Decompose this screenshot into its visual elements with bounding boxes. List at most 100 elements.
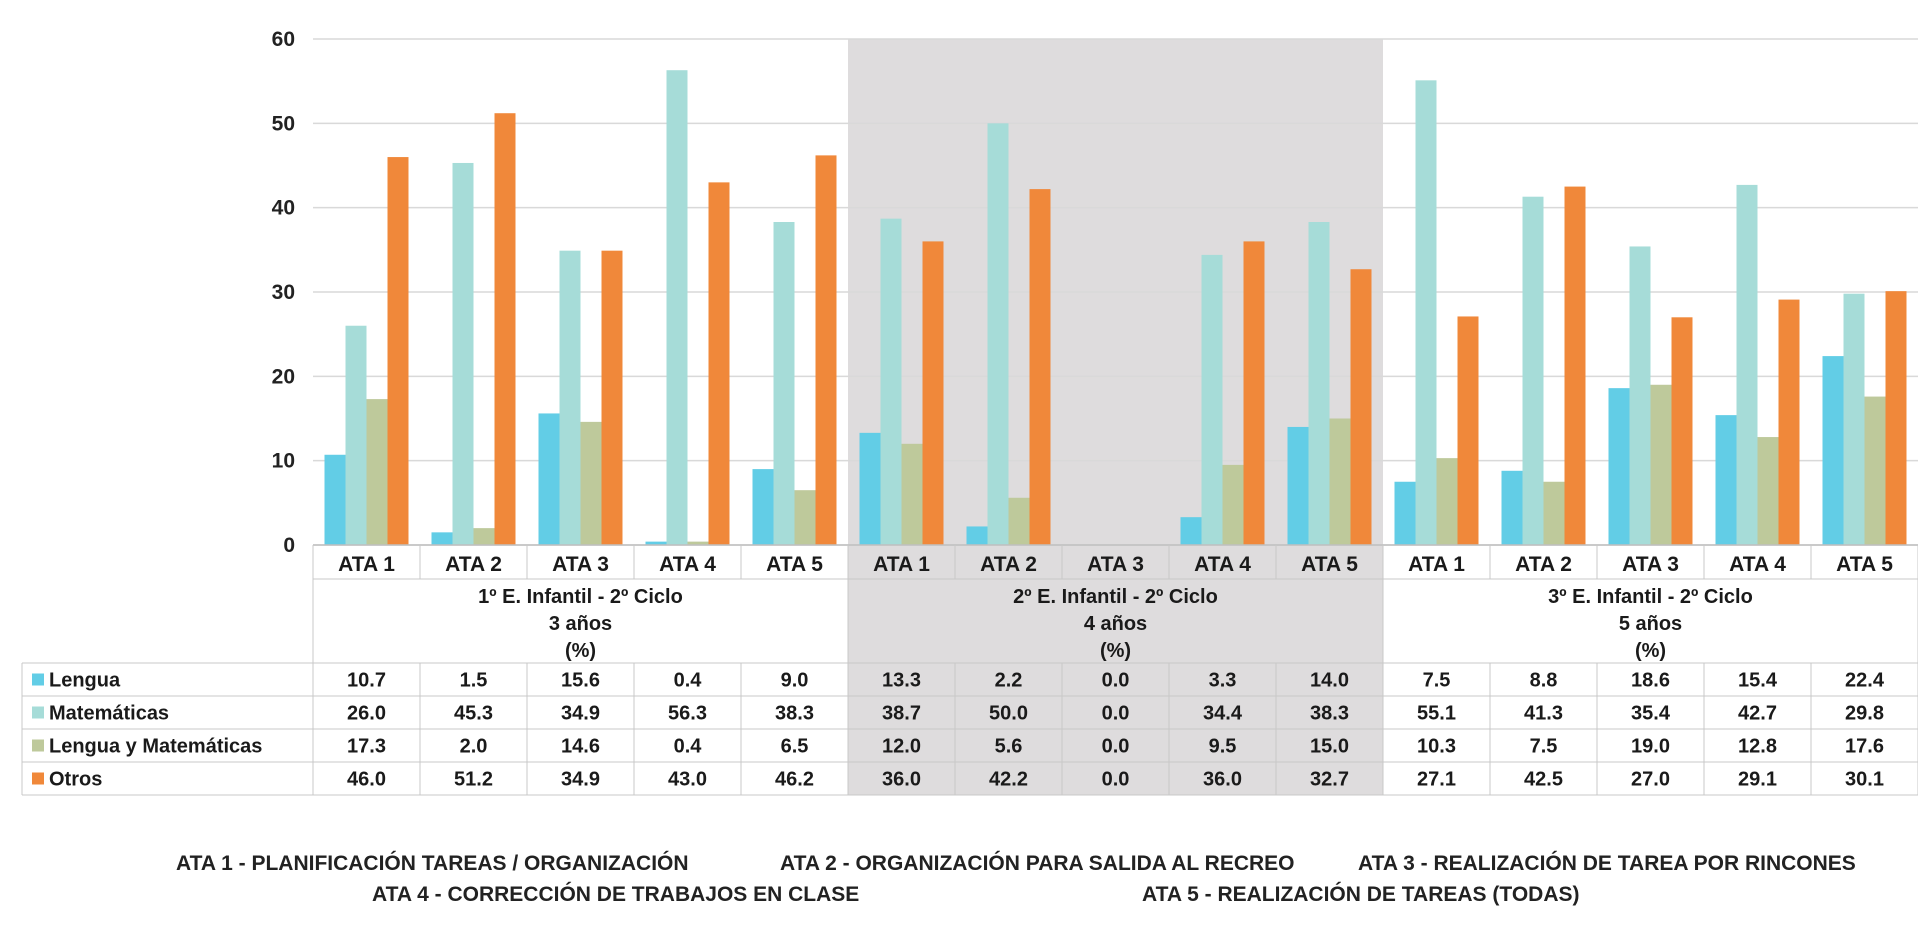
bar-3-13: [1650, 384, 1672, 545]
bar-1-13: [1608, 388, 1630, 545]
bar-3-2: [473, 528, 495, 545]
bar-2-3: [559, 250, 581, 545]
bar-3-6: [901, 443, 923, 545]
cell-2-8: 0.0: [1102, 703, 1130, 725]
legend-key-2: [32, 706, 44, 719]
category-label-11: ATA 1: [1408, 553, 1465, 576]
bar-4-12: [1564, 186, 1586, 546]
bar-3-11: [1436, 458, 1458, 545]
cell-3-8: 0.0: [1102, 736, 1130, 758]
cell-4-14: 29.1: [1738, 769, 1777, 791]
bar-2-13: [1629, 246, 1651, 545]
group-label-2-line-3: (%): [1100, 640, 1131, 662]
cell-3-10: 15.0: [1310, 736, 1349, 758]
cell-4-13: 27.0: [1631, 769, 1670, 791]
group-label-2-line-2: 4 años: [1084, 613, 1147, 635]
bar-4-13: [1671, 317, 1693, 545]
bar-3-1: [366, 399, 388, 545]
category-label-8: ATA 3: [1087, 553, 1144, 576]
bar-2-7: [987, 123, 1009, 545]
legend-key-1: [32, 673, 44, 686]
cell-4-4: 43.0: [668, 769, 707, 791]
cell-2-11: 55.1: [1417, 703, 1456, 725]
cell-4-7: 42.2: [989, 769, 1028, 791]
y-tick-label-20: 20: [272, 365, 295, 388]
cell-3-14: 12.8: [1738, 736, 1777, 758]
cell-2-10: 38.3: [1310, 703, 1349, 725]
cell-2-4: 56.3: [668, 703, 707, 725]
bar-1-6: [859, 432, 881, 545]
bar-2-11: [1415, 80, 1437, 545]
category-label-10: ATA 5: [1301, 553, 1358, 576]
series-label-4: Otros: [49, 769, 102, 791]
bar-4-3: [601, 250, 623, 545]
category-label-7: ATA 2: [980, 553, 1037, 576]
bar-1-2: [431, 532, 453, 545]
group-label-3-line-3: (%): [1635, 640, 1666, 662]
cell-4-8: 0.0: [1102, 769, 1130, 791]
cell-1-6: 13.3: [882, 670, 921, 692]
cell-1-12: 8.8: [1530, 670, 1558, 692]
cell-3-6: 12.0: [882, 736, 921, 758]
bar-4-10: [1350, 269, 1372, 545]
bar-2-2: [452, 162, 474, 545]
cell-3-7: 5.6: [995, 736, 1023, 758]
cell-1-14: 15.4: [1738, 670, 1778, 692]
bar-1-4: [645, 541, 667, 545]
cell-4-1: 46.0: [347, 769, 386, 791]
y-tick-label-0: 0: [283, 534, 295, 557]
cell-1-13: 18.6: [1631, 670, 1670, 692]
bar-3-10: [1329, 418, 1351, 545]
bar-1-10: [1287, 426, 1309, 545]
category-label-1: ATA 1: [338, 553, 395, 576]
cell-3-9: 9.5: [1209, 736, 1237, 758]
bar-1-15: [1822, 356, 1844, 545]
cell-1-10: 14.0: [1310, 670, 1349, 692]
cell-1-3: 15.6: [561, 670, 600, 692]
cell-3-11: 10.3: [1417, 736, 1456, 758]
cell-2-3: 34.9: [561, 703, 600, 725]
bar-2-9: [1201, 254, 1223, 546]
category-label-5: ATA 5: [766, 553, 823, 576]
cell-3-2: 2.0: [460, 736, 488, 758]
bar-3-14: [1757, 437, 1779, 545]
bar-2-6: [880, 218, 902, 545]
cell-3-1: 17.3: [347, 736, 386, 758]
cell-4-9: 36.0: [1203, 769, 1242, 791]
bar-4-1: [387, 157, 409, 546]
cell-3-12: 7.5: [1530, 736, 1558, 758]
cell-4-11: 27.1: [1417, 769, 1456, 791]
bar-1-7: [966, 526, 988, 545]
cell-4-6: 36.0: [882, 769, 921, 791]
cell-3-13: 19.0: [1631, 736, 1670, 758]
cell-2-15: 29.8: [1845, 703, 1884, 725]
bar-3-4: [687, 541, 709, 545]
group-label-3-line-1: 3º E. Infantil - 2º Ciclo: [1548, 586, 1753, 608]
bar-4-7: [1029, 189, 1051, 545]
group-label-1-line-2: 3 años: [549, 613, 612, 635]
cell-2-7: 50.0: [989, 703, 1028, 725]
bar-4-5: [815, 155, 837, 545]
cell-2-12: 41.3: [1524, 703, 1563, 725]
cell-1-1: 10.7: [347, 670, 386, 692]
cell-4-3: 34.9: [561, 769, 600, 791]
series-label-3: Lengua y Matemáticas: [49, 736, 262, 758]
bar-3-9: [1222, 464, 1244, 545]
category-label-14: ATA 4: [1729, 553, 1786, 576]
cell-2-14: 42.7: [1738, 703, 1777, 725]
cell-2-5: 38.3: [775, 703, 814, 725]
bar-4-4: [708, 182, 730, 545]
cell-4-2: 51.2: [454, 769, 493, 791]
y-tick-label-30: 30: [272, 281, 295, 304]
category-label-9: ATA 4: [1194, 553, 1251, 576]
cell-1-8: 0.0: [1102, 670, 1130, 692]
group-label-2-line-1: 2º E. Infantil - 2º Ciclo: [1013, 586, 1218, 608]
cell-2-2: 45.3: [454, 703, 493, 725]
bar-4-11: [1457, 316, 1479, 545]
cell-1-9: 3.3: [1209, 670, 1237, 692]
legend-key-3: [32, 739, 44, 752]
bar-1-11: [1394, 481, 1416, 545]
bar-3-15: [1864, 396, 1886, 545]
bar-1-14: [1715, 415, 1737, 545]
